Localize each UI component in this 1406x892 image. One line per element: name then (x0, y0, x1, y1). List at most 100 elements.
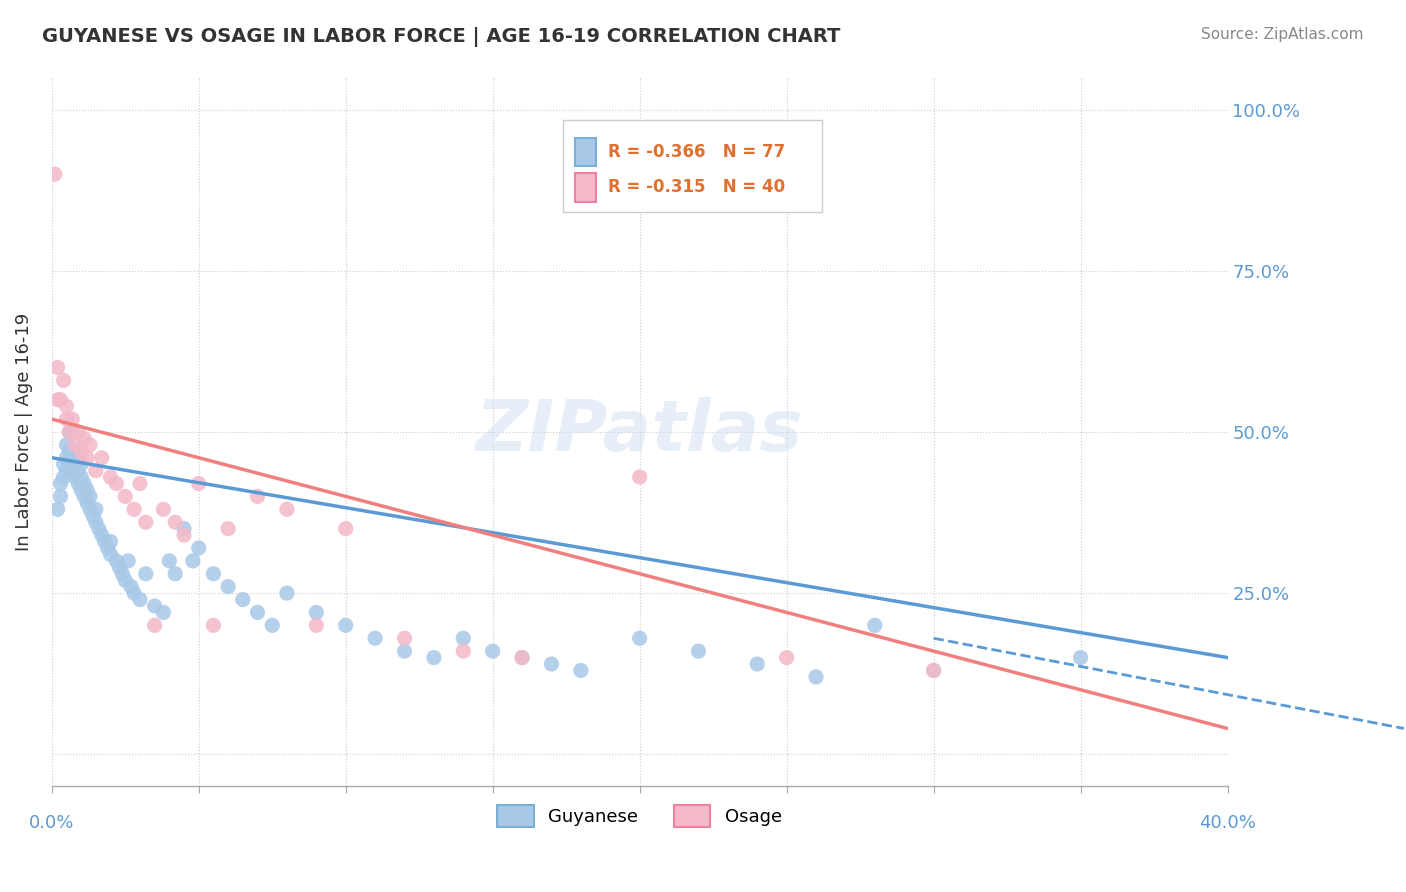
Point (394, 644, 416, 658)
Point (276, 502, 298, 516)
Point (76, 483, 98, 497)
Point (481, 644, 503, 658)
Point (453, 632, 475, 646)
Point (65, 444, 87, 458)
Point (157, 554, 180, 568)
Point (165, 515, 187, 529)
Point (120, 580, 142, 594)
Point (335, 522, 357, 536)
Point (143, 618, 166, 632)
Point (70, 444, 93, 458)
Point (688, 644, 710, 658)
Point (79, 438, 101, 452)
Point (65, 470, 87, 484)
Point (44, 167, 66, 181)
Point (129, 592, 152, 607)
Point (67, 464, 90, 478)
Point (863, 618, 886, 632)
Point (152, 606, 174, 620)
Y-axis label: In Labor Force | Age 16-19: In Labor Force | Age 16-19 (15, 313, 32, 551)
Point (922, 664, 945, 678)
Point (70, 483, 93, 497)
FancyBboxPatch shape (575, 173, 596, 202)
Point (135, 515, 157, 529)
Point (804, 670, 827, 684)
Point (90, 528, 112, 542)
Point (922, 664, 945, 678)
Point (58, 457, 80, 471)
Point (65, 438, 87, 452)
Point (73, 476, 96, 491)
Point (217, 580, 239, 594)
Point (87, 522, 110, 536)
Point (105, 476, 128, 491)
Point (60, 464, 83, 478)
Point (394, 632, 416, 646)
FancyBboxPatch shape (575, 137, 596, 166)
Point (232, 592, 254, 607)
Text: 0.0%: 0.0% (30, 814, 75, 832)
Point (747, 657, 769, 671)
Point (100, 548, 122, 562)
Point (67, 450, 90, 465)
Point (305, 606, 328, 620)
Point (90, 450, 112, 465)
Point (49, 476, 72, 491)
Point (58, 425, 80, 439)
Point (79, 490, 101, 504)
Point (73, 490, 96, 504)
Point (628, 470, 651, 484)
Point (335, 618, 357, 632)
Point (46, 392, 69, 407)
Point (52, 470, 75, 484)
Point (60, 412, 83, 426)
Point (105, 554, 128, 568)
Point (540, 657, 562, 671)
Point (305, 618, 328, 632)
Text: Source: ZipAtlas.com: Source: ZipAtlas.com (1201, 27, 1364, 42)
Point (202, 618, 225, 632)
Point (276, 586, 298, 600)
Point (97, 541, 120, 555)
Point (79, 502, 101, 516)
Point (46, 360, 69, 375)
Point (84, 464, 107, 478)
Point (111, 566, 134, 581)
Point (246, 490, 269, 504)
Point (73, 431, 96, 445)
Text: 40.0%: 40.0% (1199, 814, 1256, 832)
Point (58, 425, 80, 439)
Point (135, 566, 157, 581)
Point (775, 650, 797, 665)
Point (262, 618, 284, 632)
Point (152, 502, 174, 516)
Point (129, 476, 152, 491)
Point (46, 502, 69, 516)
Text: R = -0.315   N = 40: R = -0.315 N = 40 (607, 178, 785, 196)
Point (165, 566, 187, 581)
Point (70, 457, 93, 471)
Point (173, 522, 195, 536)
Point (82, 508, 104, 523)
Point (143, 599, 166, 613)
Point (52, 457, 75, 471)
Point (93, 534, 115, 549)
Point (49, 392, 72, 407)
Point (510, 650, 533, 665)
Point (65, 457, 87, 471)
Point (55, 399, 77, 413)
Point (246, 606, 269, 620)
Point (70, 470, 93, 484)
Point (628, 632, 651, 646)
Point (108, 560, 131, 574)
Point (1070, 650, 1092, 665)
Point (122, 502, 145, 516)
Point (217, 522, 239, 536)
Point (187, 476, 209, 491)
Point (202, 566, 225, 581)
Point (364, 632, 387, 646)
Point (52, 373, 75, 387)
Point (187, 541, 209, 555)
Point (569, 664, 592, 678)
Point (84, 515, 107, 529)
